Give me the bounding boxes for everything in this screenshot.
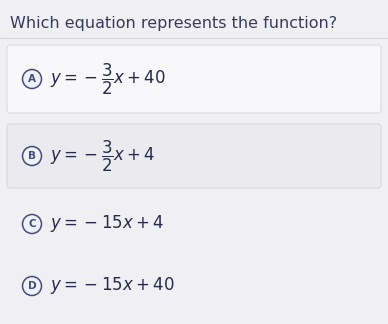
FancyBboxPatch shape [7,124,381,188]
Text: $y = -15x + 4$: $y = -15x + 4$ [50,214,163,235]
Circle shape [23,146,42,166]
Circle shape [23,214,42,234]
FancyBboxPatch shape [7,45,381,113]
Circle shape [23,276,42,295]
Text: $y = -\dfrac{3}{2}x + 40$: $y = -\dfrac{3}{2}x + 40$ [50,61,166,97]
Text: Which equation represents the function?: Which equation represents the function? [10,16,337,31]
Text: $y = -\dfrac{3}{2}x + 4$: $y = -\dfrac{3}{2}x + 4$ [50,138,155,174]
Circle shape [23,70,42,88]
Text: A: A [28,74,36,84]
Text: $y = -15x + 40$: $y = -15x + 40$ [50,275,174,296]
Text: B: B [28,151,36,161]
Text: D: D [28,281,36,291]
Text: C: C [28,219,36,229]
